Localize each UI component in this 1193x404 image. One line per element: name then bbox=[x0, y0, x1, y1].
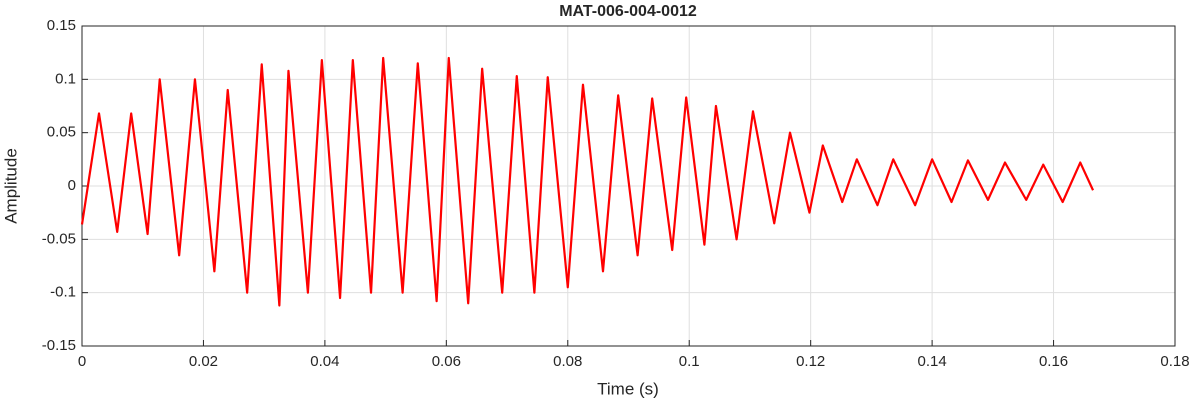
y-tick-label: 0 bbox=[68, 177, 76, 194]
plot-frame bbox=[81, 25, 1176, 347]
data-line bbox=[80, 56, 1095, 307]
x-tick-label: 0.1 bbox=[679, 353, 700, 370]
x-tick-label: 0.08 bbox=[553, 353, 582, 370]
y-tick-label: -0.1 bbox=[50, 284, 76, 301]
y-tick-label: -0.15 bbox=[42, 337, 76, 354]
x-tick-label: 0.04 bbox=[310, 353, 339, 370]
y-tick-label: 0.1 bbox=[55, 70, 76, 87]
x-tick-label: 0.02 bbox=[189, 353, 218, 370]
x-tick-label: 0.16 bbox=[1039, 353, 1068, 370]
x-tick-label: 0.06 bbox=[432, 353, 461, 370]
y-tick-label: 0.05 bbox=[47, 124, 76, 141]
chart-title: MAT-006-004-0012 bbox=[559, 3, 697, 20]
x-tick-label: 0.18 bbox=[1160, 353, 1189, 370]
x-tick-label: 0.12 bbox=[796, 353, 825, 370]
x-tick-label: 0.14 bbox=[918, 353, 947, 370]
y-tick-label: -0.05 bbox=[42, 230, 76, 247]
x-tick-label: 0 bbox=[78, 353, 86, 370]
y-tick-label: 0.15 bbox=[47, 17, 76, 34]
x-axis-label: Time (s) bbox=[597, 379, 659, 398]
y-axis-label: Amplitude bbox=[1, 148, 20, 224]
